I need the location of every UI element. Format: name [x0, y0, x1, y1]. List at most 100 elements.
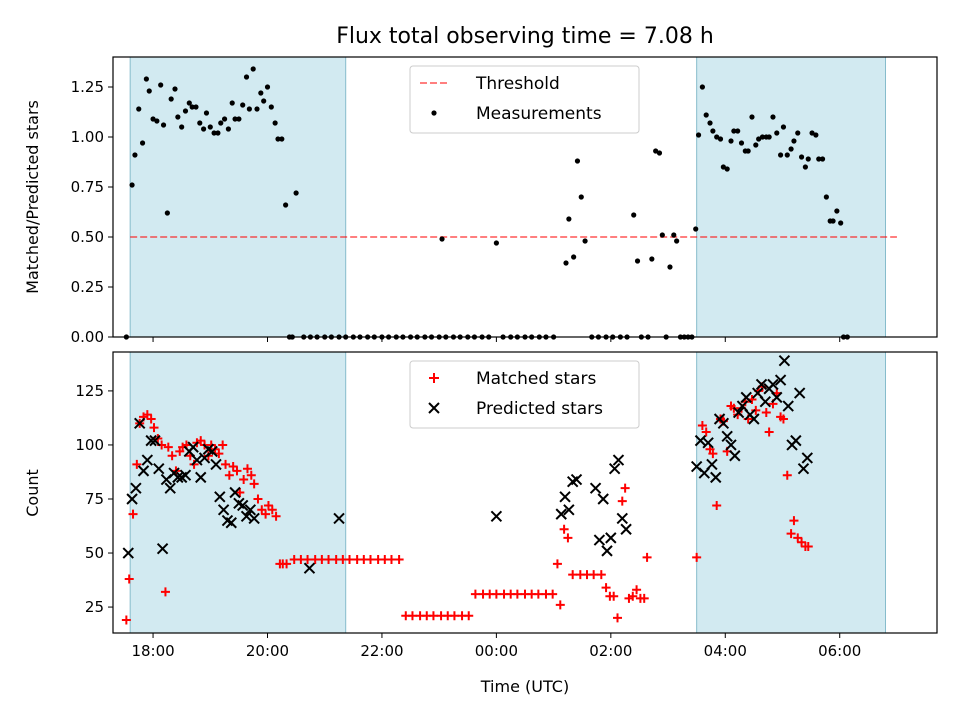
predicted-star-point	[187, 441, 199, 453]
measurement-point	[710, 128, 716, 134]
measurement-point	[186, 100, 192, 106]
measurement-point	[724, 166, 730, 172]
x-tick-label: 02:00	[589, 642, 632, 660]
measurement-point	[264, 84, 271, 90]
measurement-point	[250, 66, 256, 72]
legend-entry-label: Matched stars	[476, 369, 596, 389]
predicted-star-point	[303, 562, 316, 574]
predicted-star-point	[137, 465, 150, 477]
measurement-point	[279, 136, 285, 142]
measurement-point	[129, 182, 135, 188]
measurement-point	[261, 98, 267, 104]
measurement-point	[236, 116, 242, 122]
predicted-star-point	[133, 417, 146, 430]
measurement-point	[634, 258, 641, 264]
predicted-star-point	[563, 504, 575, 516]
matched-star-point	[789, 516, 799, 526]
legend-box	[409, 360, 640, 429]
x-tick-label: 04:00	[704, 642, 747, 660]
y-tick-label: 0.50	[71, 228, 104, 246]
measurement-point	[218, 120, 224, 126]
measurement-point	[154, 118, 160, 124]
predicted-star-point	[225, 517, 237, 529]
predicted-star-point	[122, 547, 134, 559]
matched-star-point	[548, 589, 558, 599]
measurement-point	[197, 120, 203, 126]
legend-box	[409, 65, 640, 134]
matched-star-point	[246, 470, 256, 480]
matched-star-point	[235, 488, 245, 497]
matched-star-point	[121, 615, 131, 625]
matched-star-point	[642, 552, 652, 562]
measurement-point	[738, 140, 745, 146]
matched-star-point	[124, 574, 134, 584]
axes-frame	[112, 351, 938, 634]
measurement-point	[172, 86, 178, 92]
measurement-point	[759, 134, 766, 140]
predicted-star-point	[710, 471, 722, 484]
predicted-star-point	[490, 510, 503, 522]
measurement-point	[788, 146, 794, 152]
measurement-point	[246, 106, 252, 112]
matched-star-point	[345, 555, 355, 565]
predicted-star-point	[801, 452, 814, 464]
matched-star-point	[568, 570, 578, 580]
matched-star-point	[232, 466, 242, 476]
predicted-star-point	[605, 532, 617, 544]
shaded-interval	[129, 56, 347, 338]
measurement-point	[780, 124, 787, 130]
predicted-star-point	[555, 508, 567, 520]
measurement-point	[770, 114, 776, 120]
matched-star-point	[239, 475, 249, 485]
measurement-point	[667, 264, 673, 270]
matched-star-point	[303, 555, 313, 565]
measurement-point	[175, 114, 181, 120]
measurement-point	[283, 202, 289, 208]
matched-star-point	[559, 524, 569, 534]
measurement-point	[653, 148, 659, 154]
measurement-point	[798, 154, 805, 160]
measurement-point	[756, 136, 762, 142]
predicted-star-point	[793, 387, 806, 399]
measurement-point	[439, 236, 445, 242]
matched-star-point	[167, 451, 177, 461]
measurement-point	[813, 132, 819, 138]
measurement-point	[703, 112, 709, 118]
predicted-star-point	[717, 417, 730, 430]
y-tick-label: 0.25	[71, 278, 104, 296]
predicted-star-point	[164, 482, 176, 494]
matched-star-point	[128, 509, 138, 519]
predicted-star-point	[732, 406, 745, 419]
measurement-point	[240, 102, 246, 108]
matched-star-point	[692, 552, 702, 562]
matched-star-point	[596, 570, 606, 580]
y-tick-label: 1.00	[71, 128, 104, 146]
predicted-star-point	[210, 458, 222, 471]
matched-star-point	[552, 559, 562, 569]
measurement-point	[563, 260, 569, 266]
matched-star-point	[464, 611, 474, 621]
legend-measurement-swatch	[431, 110, 437, 116]
measurement-point	[766, 134, 772, 140]
measurement-point	[777, 152, 784, 158]
matched-star-point	[428, 611, 438, 621]
legend: Matched stars Predicted stars	[409, 360, 640, 429]
matched-star-point	[407, 611, 417, 621]
predicted-star-point	[729, 450, 741, 462]
matched-star-point	[697, 420, 707, 430]
measurement-point	[809, 130, 815, 136]
predicted-star-point	[740, 391, 752, 404]
predicted-star-point	[771, 391, 783, 404]
predicted-star-point	[130, 482, 142, 494]
measurement-point	[671, 232, 677, 238]
figure-title: Flux total observing time = 7.08 h	[336, 24, 714, 49]
matched-star-point	[224, 470, 234, 480]
predicted-star-point	[612, 454, 625, 466]
predicted-star-point	[767, 378, 779, 391]
predicted-star-point	[206, 445, 218, 458]
legend-entry-label: Measurements	[476, 104, 602, 124]
measurement-point	[493, 240, 499, 246]
matched-star-point	[632, 585, 642, 595]
predicted-star-point	[774, 374, 787, 386]
shaded-interval	[696, 351, 887, 634]
